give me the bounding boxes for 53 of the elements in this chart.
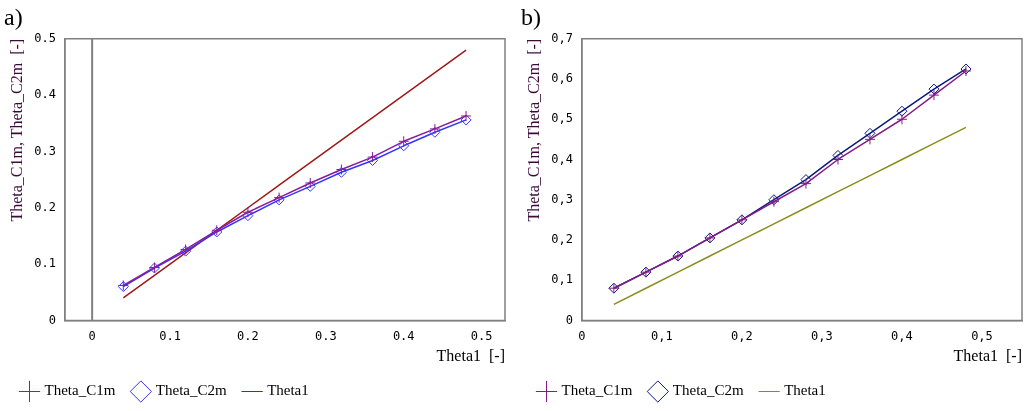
legend-label: Theta_C2m [672, 382, 744, 399]
point [832, 149, 844, 161]
legend-label: Theta1 [267, 382, 309, 399]
x-tick-label: 0.4 [392, 328, 415, 343]
x-tick-label: 0.2 [237, 328, 259, 343]
y-tick-label: 0.2 [34, 199, 56, 214]
chart-title: b) [521, 3, 541, 30]
x-tick-label: 0,5 [971, 328, 993, 343]
y-tick-label: 0,5 [551, 111, 573, 126]
point [398, 135, 410, 147]
y-axis-title: Theta_C1m, Theta_C2m [-] [7, 38, 25, 222]
legend-label: Theta1 [784, 382, 826, 399]
y-tick-label: 0,7 [551, 30, 573, 45]
y-tick-label: 0.5 [34, 30, 56, 45]
y-tick-label: 0 [48, 312, 56, 327]
x-tick-label: 0.5 [470, 328, 493, 343]
x-axis-title: Theta1 [-] [953, 346, 1022, 364]
y-tick-label: 0 [565, 312, 573, 327]
y-tick-label: 0,4 [551, 151, 573, 166]
point [242, 210, 254, 222]
point [460, 110, 472, 122]
x-tick-label: 0,2 [731, 328, 753, 343]
x-tick-label: 0,4 [891, 328, 913, 343]
point [896, 113, 908, 125]
y-axis-title: Theta_C1m, Theta_C2m [-] [524, 38, 542, 222]
y-tick-label: 0,2 [551, 232, 573, 247]
x-tick-label: 0,3 [811, 328, 833, 343]
point [896, 105, 908, 117]
legend-label: Theta_C1m [44, 382, 116, 399]
y-tick-label: 0,1 [551, 272, 573, 287]
y-tick-label: 0,3 [551, 191, 573, 206]
legend-label: Theta_C2m [155, 382, 227, 399]
point [928, 89, 940, 101]
x-tick-label: 0 [88, 328, 96, 343]
y-tick-label: 0.1 [34, 256, 56, 271]
legend-label: Theta_C1m [561, 382, 633, 399]
point [800, 178, 812, 190]
point [460, 114, 472, 126]
x-tick-label: 0.3 [314, 328, 337, 343]
point [864, 127, 876, 139]
point [242, 206, 254, 218]
x-axis-title: Theta1 [-] [436, 346, 505, 364]
y-tick-label: 0.4 [34, 87, 56, 102]
point [832, 153, 844, 165]
y-tick-label: 0.3 [34, 143, 56, 158]
point [398, 140, 410, 152]
point [928, 83, 940, 95]
point [864, 133, 876, 145]
x-tick-label: 0,1 [651, 328, 673, 343]
x-tick-label: 0 [578, 328, 586, 343]
chart-title: a) [4, 3, 23, 30]
y-tick-label: 0,6 [551, 71, 573, 86]
x-tick-label: 0.1 [159, 328, 181, 343]
